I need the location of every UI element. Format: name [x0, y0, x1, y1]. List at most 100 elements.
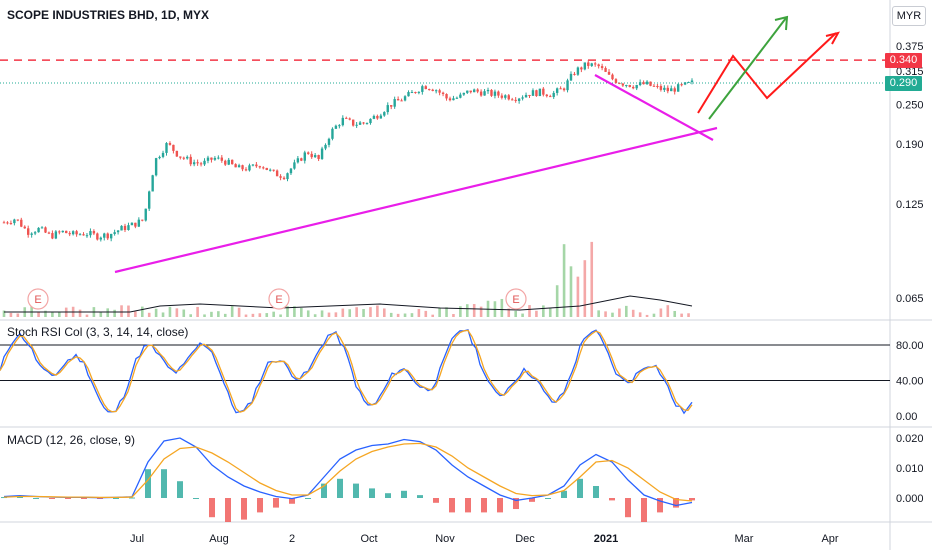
price-tick-label: 0.065: [896, 293, 924, 305]
candle: [106, 232, 109, 241]
macd-histogram-bar: [177, 481, 183, 498]
macd-histogram-bar: [369, 488, 375, 498]
candle: [27, 225, 30, 238]
volume-bar: [507, 308, 511, 317]
price-tick-label: 0.375: [896, 41, 924, 53]
candle: [455, 96, 459, 99]
candle: [479, 89, 483, 97]
candle: [396, 96, 400, 101]
volume-bar: [638, 312, 642, 317]
candle: [78, 232, 82, 236]
candle: [203, 158, 206, 166]
volume-bar: [306, 310, 310, 317]
candle: [300, 157, 303, 162]
candle: [272, 169, 275, 172]
earnings-marker: [505, 288, 527, 310]
volume-bar: [424, 310, 428, 317]
volume-bar: [514, 310, 517, 317]
candle: [158, 155, 161, 160]
candle: [227, 157, 230, 166]
candle: [587, 60, 590, 69]
candle: [472, 88, 476, 93]
candle: [85, 233, 89, 238]
volume-bar: [652, 313, 656, 317]
macd-histogram-bar: [305, 498, 311, 499]
candle: [75, 229, 78, 237]
candle: [30, 232, 33, 238]
volume-bar: [555, 285, 559, 317]
candle: [476, 88, 479, 94]
candle: [376, 114, 379, 120]
candle: [206, 155, 210, 164]
candle: [528, 94, 531, 98]
candle: [652, 83, 656, 87]
candle: [390, 105, 393, 110]
volume-bar: [569, 266, 573, 317]
candle: [47, 231, 51, 235]
volume-bar: [168, 306, 172, 317]
volume-bar: [51, 312, 54, 317]
volume-bar: [465, 304, 469, 317]
candle: [552, 90, 555, 99]
macd-histogram-bar: [561, 490, 567, 498]
candle: [542, 87, 545, 97]
volume-bar: [438, 307, 441, 317]
macd-histogram-bar: [353, 483, 359, 498]
macd-tick-label: 0.000: [896, 493, 924, 505]
candle: [6, 221, 9, 225]
candle: [497, 90, 500, 98]
candle: [511, 97, 514, 101]
volume-bar: [9, 312, 13, 317]
volume-bar: [604, 311, 607, 317]
candle: [23, 225, 26, 229]
stoch-tick-label: 40.00: [896, 376, 924, 388]
candle: [663, 85, 666, 92]
candle: [372, 114, 376, 120]
candle: [445, 93, 448, 101]
volume-bar: [631, 309, 635, 317]
macd-histogram-bar: [673, 498, 679, 508]
candle: [369, 118, 372, 125]
candle: [40, 226, 44, 229]
volume-bar: [528, 305, 531, 317]
price-tick-label: 0.190: [896, 139, 924, 151]
candle: [224, 159, 227, 166]
candle: [569, 71, 573, 82]
candle: [676, 83, 680, 92]
macd-histogram-bar: [529, 498, 535, 502]
volume-bar: [348, 309, 352, 317]
volume-bar: [134, 311, 137, 317]
projection-green: [708, 17, 787, 120]
volume-bar: [396, 313, 400, 317]
volume-bar: [154, 308, 158, 317]
volume-bar: [403, 313, 407, 317]
currency-button[interactable]: MYR: [892, 6, 926, 26]
volume-bar: [680, 313, 683, 317]
macd-label: MACD (12, 26, close, 9): [7, 433, 136, 447]
candle: [334, 124, 338, 130]
candle: [600, 63, 604, 71]
candle: [175, 150, 179, 158]
macd-histogram-bar: [433, 498, 439, 503]
macd-histogram-bar: [337, 478, 343, 498]
macd-histogram-bar: [481, 498, 487, 513]
volume-bar: [175, 308, 179, 317]
candle: [189, 154, 192, 167]
macd-histogram-bar: [321, 483, 327, 498]
macd-histogram-bar: [129, 497, 135, 499]
candle: [310, 151, 313, 159]
volume-bar: [106, 308, 110, 317]
candle: [2, 220, 6, 224]
volume-bar: [673, 310, 677, 317]
candle: [44, 226, 47, 234]
candle: [559, 86, 562, 90]
candle: [649, 81, 652, 87]
candle: [535, 89, 538, 97]
projection-red-arrowhead: [825, 31, 840, 45]
macd-histogram-bar: [81, 498, 87, 499]
candle: [635, 84, 638, 91]
candle: [241, 164, 244, 172]
candle: [348, 117, 351, 121]
